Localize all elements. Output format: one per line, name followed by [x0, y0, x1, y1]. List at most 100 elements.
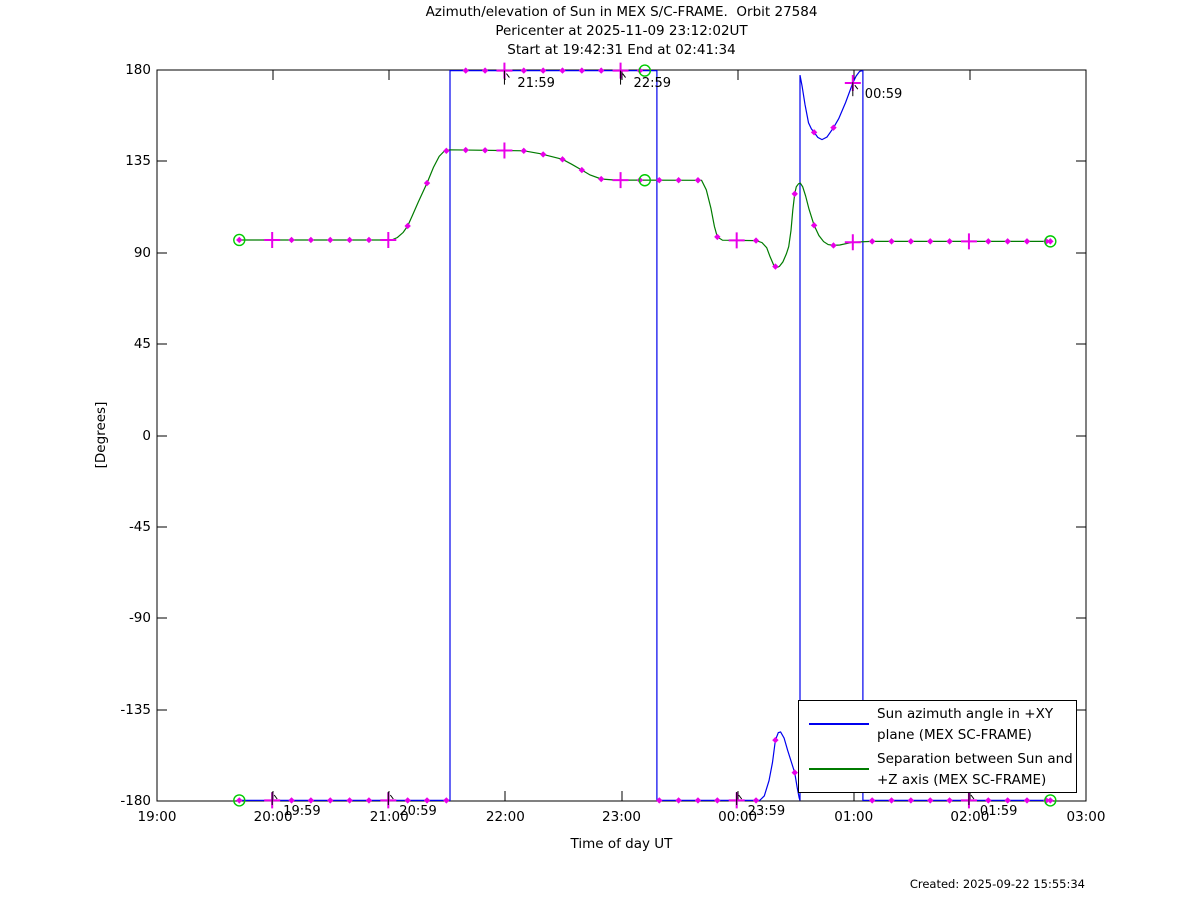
- data-marker-hourly-plus: [496, 142, 513, 159]
- data-marker-small: [1004, 238, 1011, 245]
- data-marker-small: [288, 797, 295, 804]
- data-marker-small: [675, 177, 682, 184]
- chart-subtitle-pericenter: Pericenter at 2025-11-09 23:12:02UT: [495, 23, 748, 39]
- series-curve-separation: [239, 149, 1051, 269]
- data-marker-small: [423, 797, 431, 804]
- data-marker-small: [830, 124, 837, 131]
- y-tick-label: -45: [128, 518, 151, 535]
- time-annotation-label: 21:59: [517, 75, 555, 91]
- chart-title: Azimuth/elevation of Sun in MEX S/C-FRAM…: [425, 4, 818, 20]
- data-marker-hourly-plus: [844, 234, 861, 251]
- x-tick-label: 00:00: [718, 809, 758, 825]
- data-marker-hourly-plus: [960, 233, 977, 250]
- data-marker-small: [868, 797, 876, 804]
- data-marker-small: [772, 263, 779, 270]
- legend-label-separation-line1: Separation between Sun and: [877, 751, 1073, 767]
- data-marker-small: [327, 236, 334, 244]
- endpoint-circle-marker: [638, 174, 651, 187]
- y-axis-label: [Degrees]: [93, 401, 109, 469]
- x-tick-label: 21:00: [369, 809, 409, 825]
- time-annotation-label: 00:59: [864, 86, 903, 102]
- y-tick-label: 90: [133, 244, 151, 261]
- data-marker-hourly-plus: [612, 172, 629, 189]
- data-marker-small: [907, 797, 915, 804]
- data-marker-small: [1047, 797, 1054, 804]
- data-marker-small: [462, 146, 469, 154]
- x-tick-label: 02:00: [950, 809, 990, 825]
- legend-label-azimuth-line1: Sun azimuth angle in +XY: [877, 706, 1054, 722]
- x-tick-label: 22:00: [485, 809, 525, 825]
- data-marker-small: [810, 222, 818, 229]
- data-marker-small: [656, 176, 663, 184]
- data-marker-small: [907, 238, 915, 245]
- data-marker-small: [656, 797, 663, 804]
- data-marker-small: [752, 797, 760, 804]
- data-marker-small: [888, 797, 895, 804]
- data-marker-small: [404, 797, 411, 804]
- y-tick-label: -135: [120, 701, 151, 718]
- data-marker-small: [288, 236, 295, 244]
- y-tick-label: 0: [142, 427, 151, 444]
- data-marker-small: [752, 237, 760, 244]
- y-tick-label: 180: [125, 62, 151, 78]
- time-annotation-label: 20:59: [399, 804, 437, 819]
- x-tick-label: 19:00: [137, 809, 177, 825]
- data-marker-small: [443, 797, 450, 804]
- annotation-hook: [738, 794, 743, 800]
- data-marker-small: [520, 67, 527, 74]
- data-marker-small: [578, 166, 586, 174]
- data-marker-small: [1047, 238, 1054, 245]
- data-marker-small: [946, 797, 953, 804]
- data-marker-small: [1023, 238, 1031, 245]
- data-marker-small: [927, 797, 934, 804]
- series-curve-azimuth: [239, 69, 1051, 801]
- data-marker-small: [539, 67, 547, 74]
- data-marker-small: [888, 238, 895, 245]
- data-marker-small: [830, 242, 837, 249]
- data-marker-small: [810, 129, 818, 136]
- data-marker-hourly-plus: [728, 232, 745, 249]
- x-tick-label: 01:00: [834, 809, 874, 825]
- x-tick-label: 23:00: [602, 809, 641, 825]
- legend-line-sample-separation: [809, 768, 869, 770]
- data-marker-small: [694, 797, 702, 804]
- legend-line-sample-azimuth: [809, 723, 869, 725]
- data-marker-small: [1004, 797, 1011, 804]
- data-marker-small: [481, 147, 489, 154]
- data-marker-small: [236, 236, 243, 244]
- time-annotation-label: 01:59: [979, 804, 1018, 819]
- x-tick-label: 03:00: [1066, 809, 1106, 825]
- data-marker-small: [598, 67, 605, 74]
- data-marker-small: [946, 238, 953, 245]
- x-tick-label: 20:00: [253, 809, 293, 825]
- data-marker-small: [1043, 797, 1050, 804]
- data-marker-small: [236, 797, 243, 804]
- data-marker-small: [694, 177, 702, 184]
- annotation-hook: [506, 73, 510, 78]
- data-marker-small: [868, 238, 876, 245]
- data-marker-small: [714, 797, 721, 804]
- y-tick-label: 135: [125, 153, 151, 170]
- data-marker-small: [462, 67, 469, 74]
- time-annotation-label: 19:59: [283, 804, 321, 819]
- data-marker-hourly-plus: [380, 231, 397, 248]
- data-marker-small: [927, 238, 934, 245]
- data-marker-small: [520, 147, 527, 155]
- data-marker-small: [365, 236, 373, 244]
- endpoint-circle-marker: [233, 794, 246, 807]
- data-marker-small: [481, 67, 489, 74]
- data-marker-small: [559, 67, 566, 74]
- data-marker-small: [714, 233, 721, 241]
- data-marker-small: [1043, 238, 1050, 245]
- time-annotation-label: 23:59: [747, 804, 786, 819]
- chart-subtitle-startend: Start at 19:42:31 End at 02:41:34: [507, 42, 736, 58]
- data-marker-small: [791, 190, 798, 198]
- data-marker-small: [598, 175, 605, 183]
- annotation-hook: [854, 84, 859, 90]
- legend-label-separation-line2: +Z axis (MEX SC-FRAME): [877, 772, 1047, 788]
- x-axis-label: Time of day UT: [570, 836, 673, 852]
- data-marker-small: [404, 222, 411, 230]
- data-marker-small: [423, 179, 431, 187]
- data-marker-small: [307, 236, 315, 244]
